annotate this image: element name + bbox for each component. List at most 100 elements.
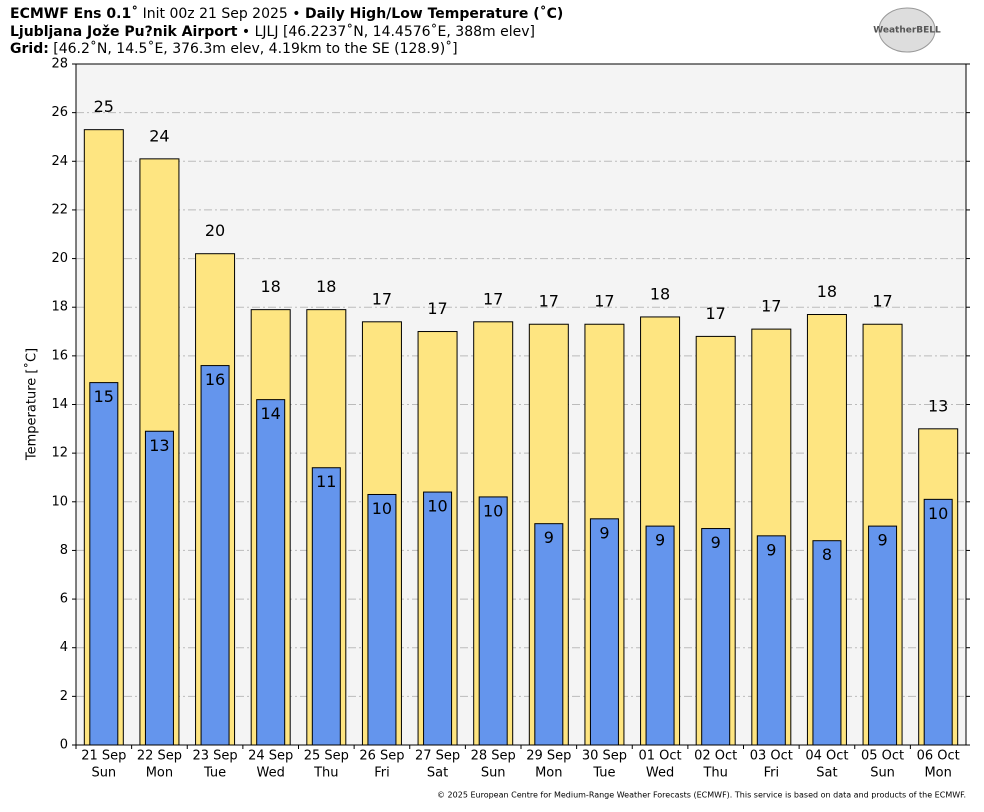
x-tick-weekday: Sun bbox=[91, 766, 116, 781]
x-tick-label: 26 Sep bbox=[359, 749, 404, 764]
value-label: 18 bbox=[261, 277, 281, 296]
plot-frame bbox=[75, 63, 967, 746]
bar bbox=[868, 525, 898, 746]
x-tick-label: 03 Oct bbox=[750, 749, 793, 764]
value-label: 9 bbox=[877, 531, 887, 550]
header-line-3: Grid: [46.2˚N, 14.5˚E, 376.3m elev, 4.19… bbox=[10, 40, 458, 57]
bar bbox=[89, 382, 119, 746]
y-tick-label: 16 bbox=[51, 348, 68, 363]
grid-info: [46.2˚N, 14.5˚E, 376.3m elev, 4.19km to … bbox=[53, 40, 457, 57]
bar bbox=[923, 498, 953, 746]
bar bbox=[311, 467, 341, 746]
value-label: 10 bbox=[372, 499, 392, 518]
x-tick-weekday: Wed bbox=[257, 766, 285, 781]
y-tick-label: 0 bbox=[60, 738, 68, 753]
footer: © 2025 European Centre for Medium-Range … bbox=[437, 791, 966, 800]
x-tick-label: 29 Sep bbox=[526, 749, 571, 764]
x-tick-label: 01 Oct bbox=[638, 749, 681, 764]
x-tick-label: 27 Sep bbox=[415, 749, 460, 764]
y-tick-label: 24 bbox=[51, 154, 68, 169]
value-label: 17 bbox=[539, 292, 559, 311]
y-axis-label: Temperature [˚C] bbox=[24, 348, 40, 461]
value-label: 9 bbox=[655, 531, 665, 550]
y-tick-label: 14 bbox=[51, 397, 68, 412]
value-label: 25 bbox=[94, 97, 114, 116]
header-line-2: Ljubljana Jože Pu?nik Airport • LJLJ [46… bbox=[10, 23, 535, 40]
value-label: 11 bbox=[316, 472, 336, 491]
x-tick-weekday: Sat bbox=[816, 766, 837, 781]
logo: WeatherBELL bbox=[873, 26, 941, 36]
y-tick-label: 28 bbox=[51, 57, 68, 72]
value-label: 17 bbox=[594, 292, 614, 311]
y-tick-label: 6 bbox=[60, 592, 68, 607]
value-label: 10 bbox=[928, 504, 948, 523]
x-tick-label: 21 Sep bbox=[81, 749, 126, 764]
value-label: 17 bbox=[761, 297, 781, 316]
value-label: 13 bbox=[149, 436, 169, 455]
x-tick-label: 06 Oct bbox=[917, 749, 960, 764]
value-label: 14 bbox=[261, 404, 281, 423]
value-label: 10 bbox=[483, 501, 503, 520]
y-tick-label: 10 bbox=[51, 494, 68, 509]
x-tick-label: 25 Sep bbox=[304, 749, 349, 764]
x-tick-label: 30 Sep bbox=[582, 749, 627, 764]
model: ECMWF Ens 0.1˚ bbox=[10, 5, 138, 22]
bar bbox=[423, 491, 453, 746]
x-tick-weekday: Sun bbox=[870, 766, 895, 781]
value-label: 10 bbox=[427, 497, 447, 516]
x-tick-weekday: Thu bbox=[702, 766, 727, 781]
x-tick-weekday: Sun bbox=[481, 766, 506, 781]
x-tick-label: 28 Sep bbox=[471, 749, 516, 764]
value-label: 17 bbox=[372, 289, 392, 308]
x-tick-label: 05 Oct bbox=[861, 749, 904, 764]
header-line-1: ECMWF Ens 0.1˚ Init 00z 21 Sep 2025 • Da… bbox=[10, 5, 563, 22]
x-tick-label: 23 Sep bbox=[192, 749, 237, 764]
value-label: 24 bbox=[149, 126, 169, 145]
x-tick-weekday: Tue bbox=[203, 766, 226, 781]
y-tick-label: 18 bbox=[51, 300, 68, 315]
value-label: 13 bbox=[928, 396, 948, 415]
y-tick-label: 20 bbox=[51, 251, 68, 266]
x-tick-label: 22 Sep bbox=[137, 749, 182, 764]
bar bbox=[756, 535, 786, 746]
bar bbox=[478, 496, 508, 746]
y-tick-label: 26 bbox=[51, 105, 68, 120]
x-tick-weekday: Sat bbox=[427, 766, 448, 781]
value-label: 17 bbox=[427, 299, 447, 318]
bar bbox=[812, 540, 842, 746]
y-tick-label: 8 bbox=[60, 543, 68, 558]
value-label: 17 bbox=[706, 304, 726, 323]
bar bbox=[144, 430, 174, 746]
x-tick-weekday: Mon bbox=[924, 766, 951, 781]
logo-globe bbox=[878, 7, 936, 53]
value-label: 8 bbox=[822, 545, 832, 564]
y-tick-label: 22 bbox=[51, 202, 68, 217]
grid-label: Grid: bbox=[10, 41, 49, 57]
value-label: 18 bbox=[316, 277, 336, 296]
x-tick-label: 24 Sep bbox=[248, 749, 293, 764]
value-label: 17 bbox=[483, 289, 503, 308]
bar bbox=[589, 518, 619, 746]
bar bbox=[200, 365, 230, 746]
station: Ljubljana Jože Pu?nik Airport bbox=[10, 24, 238, 40]
value-label: 9 bbox=[766, 540, 776, 559]
bar bbox=[256, 399, 286, 746]
bar bbox=[367, 493, 397, 746]
init: Init 00z 21 Sep 2025 • bbox=[143, 6, 301, 22]
x-tick-weekday: Mon bbox=[535, 766, 562, 781]
x-tick-weekday: Wed bbox=[646, 766, 674, 781]
y-tick-label: 4 bbox=[60, 640, 68, 655]
x-tick-weekday: Fri bbox=[374, 766, 390, 781]
x-tick-weekday: Tue bbox=[592, 766, 615, 781]
station-info: • LJLJ [46.2237˚N, 14.4576˚E, 388m elev] bbox=[242, 23, 535, 40]
value-label: 18 bbox=[817, 282, 837, 301]
value-label: 17 bbox=[872, 292, 892, 311]
bar bbox=[645, 525, 675, 746]
y-tick-label: 12 bbox=[51, 446, 68, 461]
x-tick-label: 02 Oct bbox=[694, 749, 737, 764]
value-label: 9 bbox=[711, 533, 721, 552]
x-tick-weekday: Fri bbox=[764, 766, 780, 781]
x-tick-label: 04 Oct bbox=[805, 749, 848, 764]
title: Daily High/Low Temperature (˚C) bbox=[305, 5, 563, 22]
